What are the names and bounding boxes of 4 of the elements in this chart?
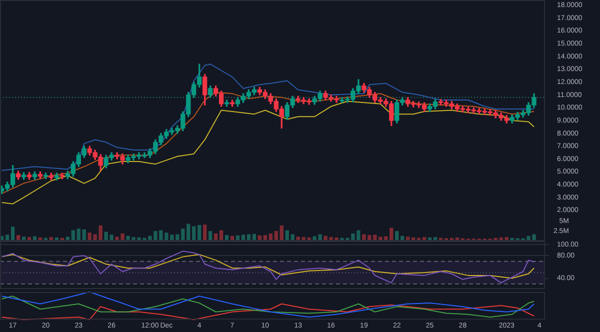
bar	[192, 226, 196, 241]
bar	[203, 224, 207, 241]
bar	[198, 225, 202, 241]
bar	[10, 226, 15, 241]
